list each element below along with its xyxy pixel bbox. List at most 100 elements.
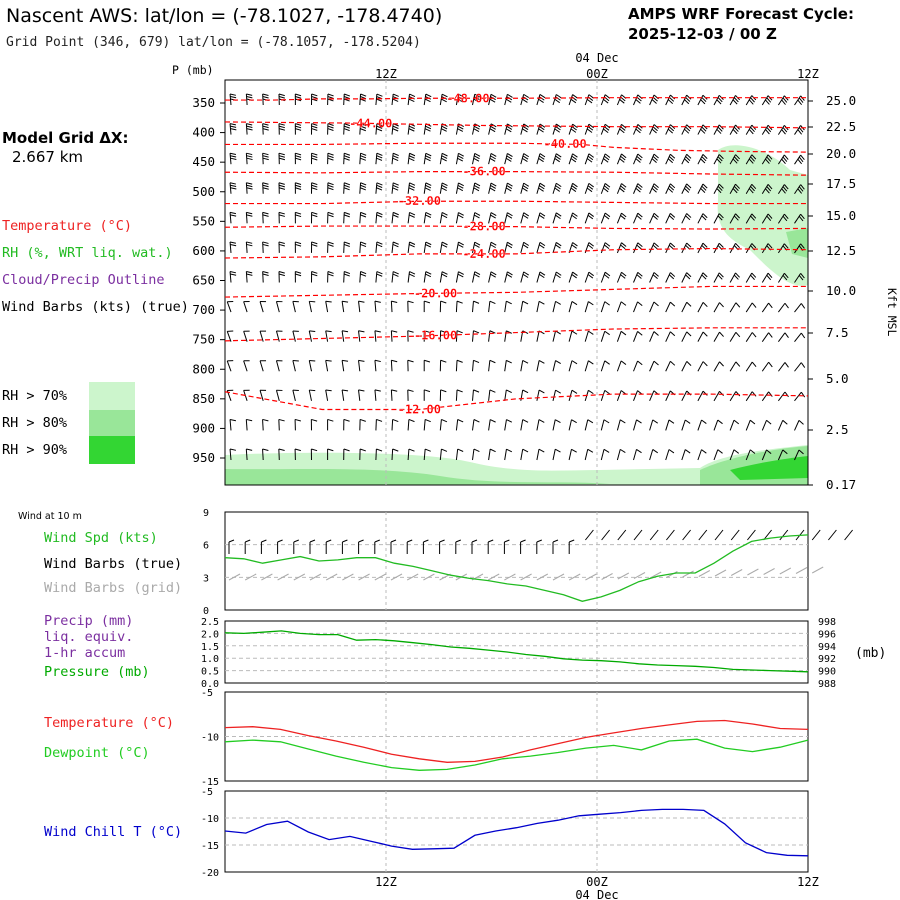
wind-barb [275, 390, 280, 401]
wind-barb-flag [489, 419, 496, 423]
wind-barb-flag [652, 244, 658, 250]
wind-barb [697, 361, 704, 372]
wind-barb-flag [376, 128, 383, 132]
wind-barb [536, 360, 540, 372]
true-wind-barb-flag [407, 539, 413, 543]
wind-barb-flag [765, 188, 770, 194]
wind-barb [308, 389, 312, 401]
wind-barb-flag [343, 157, 350, 161]
wind-barb-flag [457, 125, 464, 130]
wind-barb-flag [766, 449, 772, 455]
wind-barb-flag [311, 211, 318, 215]
isotherm-line [224, 225, 809, 230]
top-time-label-2: 00Z [586, 67, 608, 81]
wind-barb [439, 271, 443, 283]
wind-barb-flag [750, 97, 755, 103]
wind-barb-flag [684, 449, 691, 454]
wind-barb-flag [278, 155, 285, 158]
wind-barb-flag [295, 184, 302, 188]
grid-wind-barb [552, 573, 565, 581]
wind-barb [341, 360, 345, 372]
wind-barb-flag [554, 187, 561, 192]
wind-barb-flag [246, 184, 253, 188]
wind-barb [407, 448, 410, 461]
wind-barb [375, 271, 378, 283]
wind-barb-flag [554, 98, 561, 104]
wind-barb [600, 419, 605, 431]
wind-barb-flag [765, 158, 770, 164]
wind-barb [681, 449, 686, 461]
wind-barb-flag [653, 242, 659, 248]
wind-barb-flag [782, 449, 788, 455]
wind-barb-flag [798, 97, 804, 103]
wind-barb [375, 241, 378, 253]
wind-barb-flag [327, 271, 334, 274]
wind-barb-flag [570, 128, 577, 133]
wind-barb-flag [376, 98, 383, 102]
true-wind-barb [844, 529, 853, 541]
wind-barb [616, 390, 622, 402]
wind-barb [391, 241, 394, 253]
wind-barb-flag [408, 157, 415, 162]
wind-barb-flag [668, 185, 675, 191]
wind-barb-flag [620, 126, 626, 131]
wind-barb-flag [262, 273, 269, 276]
wind-barb-flag [344, 93, 351, 97]
isotherm-line [224, 171, 809, 176]
pressure-tick-350: 350 [192, 95, 215, 110]
true-wind-barb [698, 529, 708, 541]
wind-barb-flag [441, 187, 447, 191]
wind-barb-flag [603, 419, 610, 424]
pressure-tick-850: 850 [192, 391, 215, 406]
wind-barb-flag [572, 153, 578, 158]
wind-barb-flag [473, 98, 480, 103]
wind-barb-flag [392, 182, 399, 186]
wind-barb-flag [538, 360, 545, 364]
wind-barb [794, 273, 802, 283]
wind-barb-flag [327, 123, 334, 127]
wind-barb-flag [636, 126, 642, 131]
true-wind-barb-flag [309, 539, 316, 543]
wind-barb [245, 419, 248, 431]
upper-air-panel: 350 400 450 500 550 600 650 700 750 800 850 900 950 2… [192, 79, 856, 492]
pressure-tick-550: 550 [192, 213, 215, 228]
wind-barb-flag [473, 273, 480, 278]
wind-barb-flag [686, 331, 692, 337]
wind-barb-flag [311, 182, 318, 186]
wind-tick: 0 [203, 606, 209, 617]
pressure-tick: 988 [818, 679, 836, 690]
wind-barb-flag [749, 419, 756, 425]
wind-barb-flag [473, 359, 480, 364]
grid-wind-barb [730, 569, 743, 576]
wind-barb-flag [229, 418, 237, 422]
wind-barb-flag [797, 99, 803, 106]
wind-barb-flag [718, 154, 724, 160]
wind-barb-flag [441, 241, 448, 246]
wind-barb-flag [457, 244, 464, 248]
wind-barb-flag [766, 419, 772, 425]
wind-barb [616, 212, 622, 224]
wind-barb [488, 419, 491, 431]
wind-barb-flag [376, 155, 383, 159]
wind-barb [665, 272, 671, 283]
wind-barb-flag [719, 302, 724, 308]
wind-barb [681, 213, 688, 224]
wind-barb-flag [424, 418, 431, 423]
wind-barb-flag [522, 155, 529, 160]
wind-barb-flag [751, 213, 757, 219]
wind-barb [488, 242, 492, 254]
legend-temperature: Temperature (°C) [2, 218, 132, 234]
grid-wind-barb [682, 570, 694, 578]
wind-barb-flag [621, 183, 627, 188]
pressure-tick-950: 950 [192, 450, 215, 465]
true-wind-barb [633, 529, 643, 541]
wind-barb-flag [620, 274, 626, 279]
height-tick: 0.17 [826, 477, 856, 492]
wind-barb-flag [246, 243, 253, 247]
wind-barb-flag [571, 155, 577, 160]
wind-barb-flag [733, 97, 739, 103]
wind-barb-flag [684, 419, 691, 424]
wind-barb-flag [767, 272, 773, 278]
wind-barb-flag [311, 98, 318, 102]
wind-barb-flag [246, 214, 253, 217]
